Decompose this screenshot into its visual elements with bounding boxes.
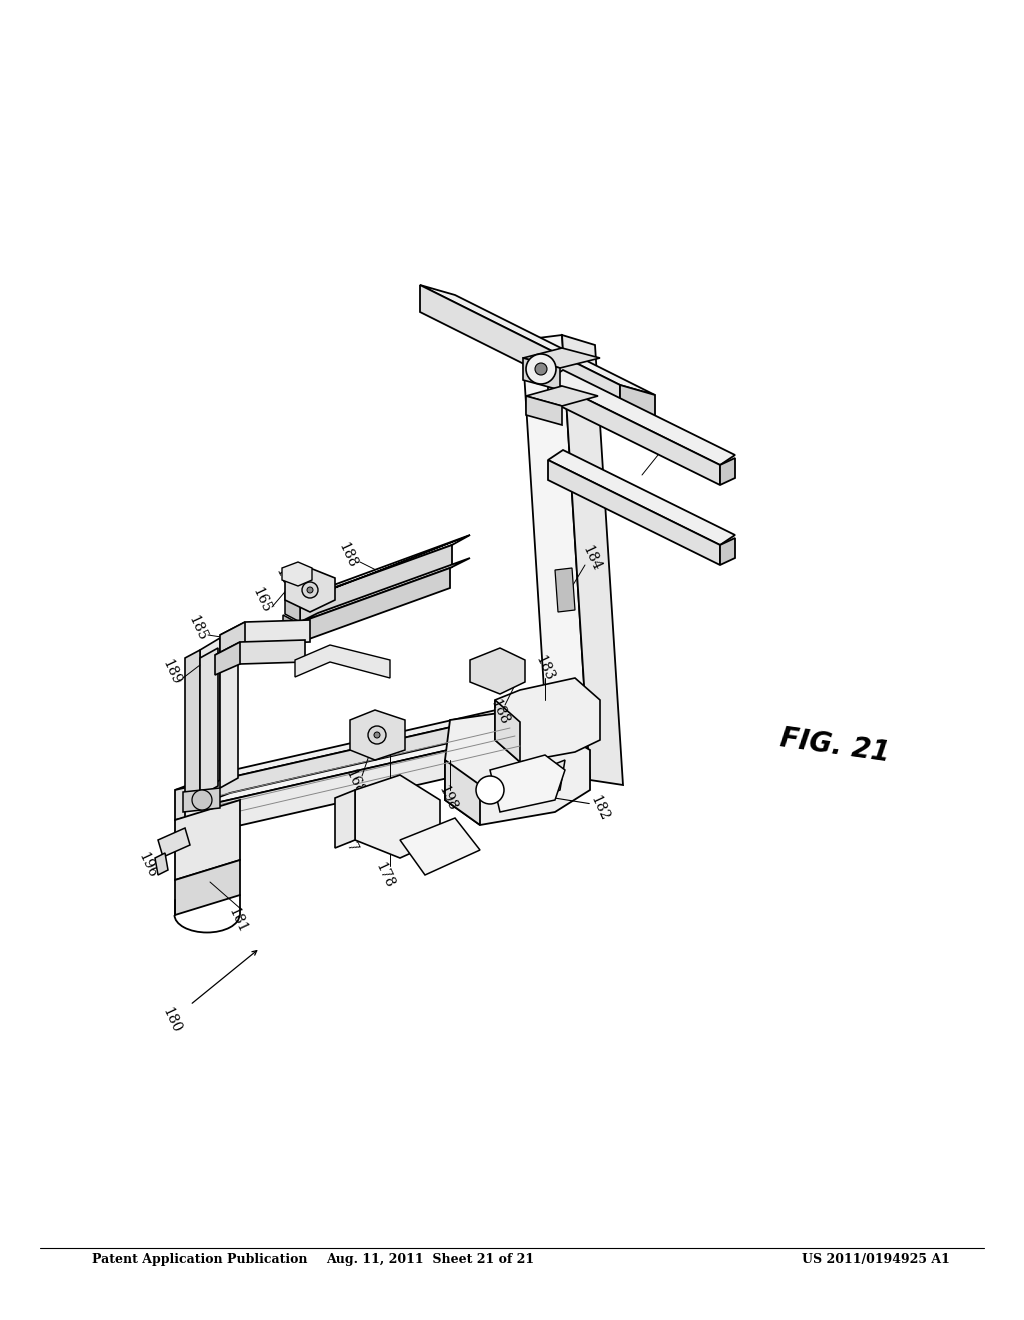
Polygon shape xyxy=(526,396,562,425)
Polygon shape xyxy=(175,700,540,789)
Polygon shape xyxy=(420,285,620,412)
Polygon shape xyxy=(548,459,720,565)
Text: 180: 180 xyxy=(160,1005,184,1035)
Polygon shape xyxy=(220,640,238,788)
Polygon shape xyxy=(420,285,655,395)
Polygon shape xyxy=(220,622,245,655)
Polygon shape xyxy=(522,335,590,785)
Polygon shape xyxy=(215,640,305,664)
Text: 186: 186 xyxy=(656,433,680,463)
Circle shape xyxy=(476,776,504,804)
Circle shape xyxy=(193,789,212,810)
Polygon shape xyxy=(470,648,525,694)
Polygon shape xyxy=(282,562,312,586)
Polygon shape xyxy=(495,678,600,762)
Polygon shape xyxy=(220,620,310,644)
Polygon shape xyxy=(523,348,600,368)
Polygon shape xyxy=(535,760,565,800)
Polygon shape xyxy=(158,828,190,857)
Polygon shape xyxy=(720,458,735,484)
Polygon shape xyxy=(562,335,623,785)
Polygon shape xyxy=(295,645,390,678)
Text: 196: 196 xyxy=(136,850,160,880)
Text: 178: 178 xyxy=(373,861,397,890)
Text: 181: 181 xyxy=(226,906,250,935)
Polygon shape xyxy=(355,775,440,858)
Circle shape xyxy=(368,726,386,744)
Text: 165: 165 xyxy=(250,585,273,615)
Polygon shape xyxy=(200,648,218,796)
Text: 189: 189 xyxy=(381,795,404,825)
Text: 189: 189 xyxy=(160,657,184,686)
Polygon shape xyxy=(215,642,240,675)
Polygon shape xyxy=(620,385,655,422)
Polygon shape xyxy=(185,719,550,810)
Polygon shape xyxy=(175,861,240,915)
Polygon shape xyxy=(523,358,560,389)
Polygon shape xyxy=(298,568,450,643)
Text: FIG. 21: FIG. 21 xyxy=(778,725,891,767)
Text: Aug. 11, 2011  Sheet 21 of 21: Aug. 11, 2011 Sheet 21 of 21 xyxy=(326,1254,535,1266)
Circle shape xyxy=(302,582,318,598)
Polygon shape xyxy=(330,535,470,590)
Polygon shape xyxy=(283,615,298,643)
Text: 182: 182 xyxy=(588,793,612,822)
Polygon shape xyxy=(285,568,335,612)
Text: 188: 188 xyxy=(488,697,512,727)
Polygon shape xyxy=(400,818,480,875)
Polygon shape xyxy=(155,853,168,875)
Polygon shape xyxy=(185,737,505,838)
Polygon shape xyxy=(350,710,406,760)
Polygon shape xyxy=(335,789,355,847)
Polygon shape xyxy=(185,649,200,800)
Text: 168: 168 xyxy=(273,565,297,595)
Text: 185: 185 xyxy=(186,612,210,643)
Text: 168: 168 xyxy=(343,767,367,797)
Text: Patent Application Publication: Patent Application Publication xyxy=(92,1254,307,1266)
Polygon shape xyxy=(300,535,470,601)
Circle shape xyxy=(526,354,556,384)
Polygon shape xyxy=(548,450,735,545)
Polygon shape xyxy=(175,717,495,820)
Text: 167: 167 xyxy=(336,825,360,855)
Circle shape xyxy=(535,363,547,375)
Polygon shape xyxy=(720,539,735,565)
Text: 198: 198 xyxy=(436,783,460,813)
Polygon shape xyxy=(183,788,220,812)
Polygon shape xyxy=(495,700,520,762)
Polygon shape xyxy=(445,710,590,825)
Text: US 2011/0194925 A1: US 2011/0194925 A1 xyxy=(802,1254,950,1266)
Text: 183: 183 xyxy=(534,653,557,682)
Text: 184: 184 xyxy=(580,543,604,573)
Polygon shape xyxy=(298,558,470,623)
Polygon shape xyxy=(526,385,598,407)
Polygon shape xyxy=(285,591,300,622)
Polygon shape xyxy=(175,800,240,880)
Polygon shape xyxy=(200,638,220,792)
Polygon shape xyxy=(555,568,575,612)
Polygon shape xyxy=(300,545,452,622)
Polygon shape xyxy=(445,760,480,825)
Polygon shape xyxy=(548,370,735,465)
Circle shape xyxy=(374,733,380,738)
Polygon shape xyxy=(490,755,565,812)
Text: 188: 188 xyxy=(336,540,359,570)
Polygon shape xyxy=(548,380,720,484)
Circle shape xyxy=(307,587,313,593)
